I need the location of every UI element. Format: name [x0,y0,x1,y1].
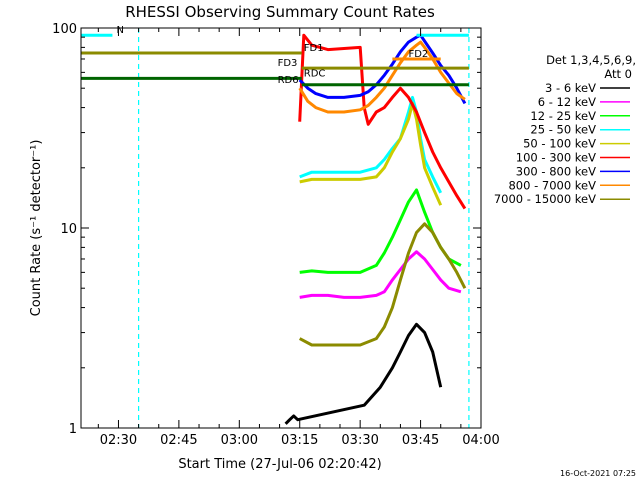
footer-date: 16-Oct-2021 07:25 [560,469,636,478]
legend-header-line-2: Att 0 [604,67,632,81]
series-line-12-25-kev [299,188,462,274]
x-axis-label: Start Time (27-Jul-06 02:20:42) [178,457,381,472]
flag-label: RD6 [278,75,299,86]
x-tick-label: 03:00 [221,433,258,448]
series-line-100-300-kev [298,33,467,210]
x-tick-label: 02:45 [160,433,197,448]
legend-label-50-100-kev: 50 - 100 keV [523,137,596,151]
flag-layer: N FD1 FD3 RDC RD6 FD2 [81,25,469,87]
legend-label-800-7000-kev: 800 - 7000 keV [508,178,596,192]
axes-layer: 02:30 02:45 03:00 03:15 03:30 03:45 04:00 1 10 10… [52,22,500,448]
marker-layer [138,28,470,428]
series-line-50-100-kev [299,101,443,206]
legend-label-100-300-kev: 100 - 300 keV [516,151,596,165]
flag-label: FD1 [304,43,324,54]
legend-header-line-1: Det 1,3,4,5,6,9, [546,53,636,67]
x-tick-label: 03:30 [341,433,378,448]
series-layer [284,33,467,425]
y-tick-label: 10 [60,222,77,237]
x-tick-label: 04:00 [462,433,499,448]
series-line-7000-15000-kev [298,222,467,347]
x-tick-label: 03:45 [402,433,439,448]
flag-label: RDC [304,68,326,79]
x-tick-label: 03:15 [281,433,318,448]
series-line-3-6-kev [284,322,443,425]
y-tick-label: 1 [69,422,77,437]
legend-label-7000-15000-kev: 7000 - 15000 keV [494,192,596,206]
legend-label-300-800-kev: 300 - 800 keV [516,164,596,178]
y-axis-label: Count Rate (s⁻¹ detector⁻¹) [29,140,44,317]
legend-label-3-6-kev: 3 - 6 keV [545,81,596,95]
x-tick-label: 02:30 [100,433,137,448]
legend-label-12-25-kev: 12 - 25 keV [530,109,596,123]
series-line-6-12-kev [299,250,462,299]
flag-label: N [116,25,123,36]
legend-label-6-12-kev: 6 - 12 keV [538,95,596,109]
chart-title: RHESSI Observing Summary Count Rates [125,3,435,21]
legend-label-25-50-kev: 25 - 50 keV [530,123,596,137]
flag-label: FD3 [278,58,298,69]
y-tick-label: 100 [52,22,77,37]
flag-label: FD2 [408,49,428,60]
